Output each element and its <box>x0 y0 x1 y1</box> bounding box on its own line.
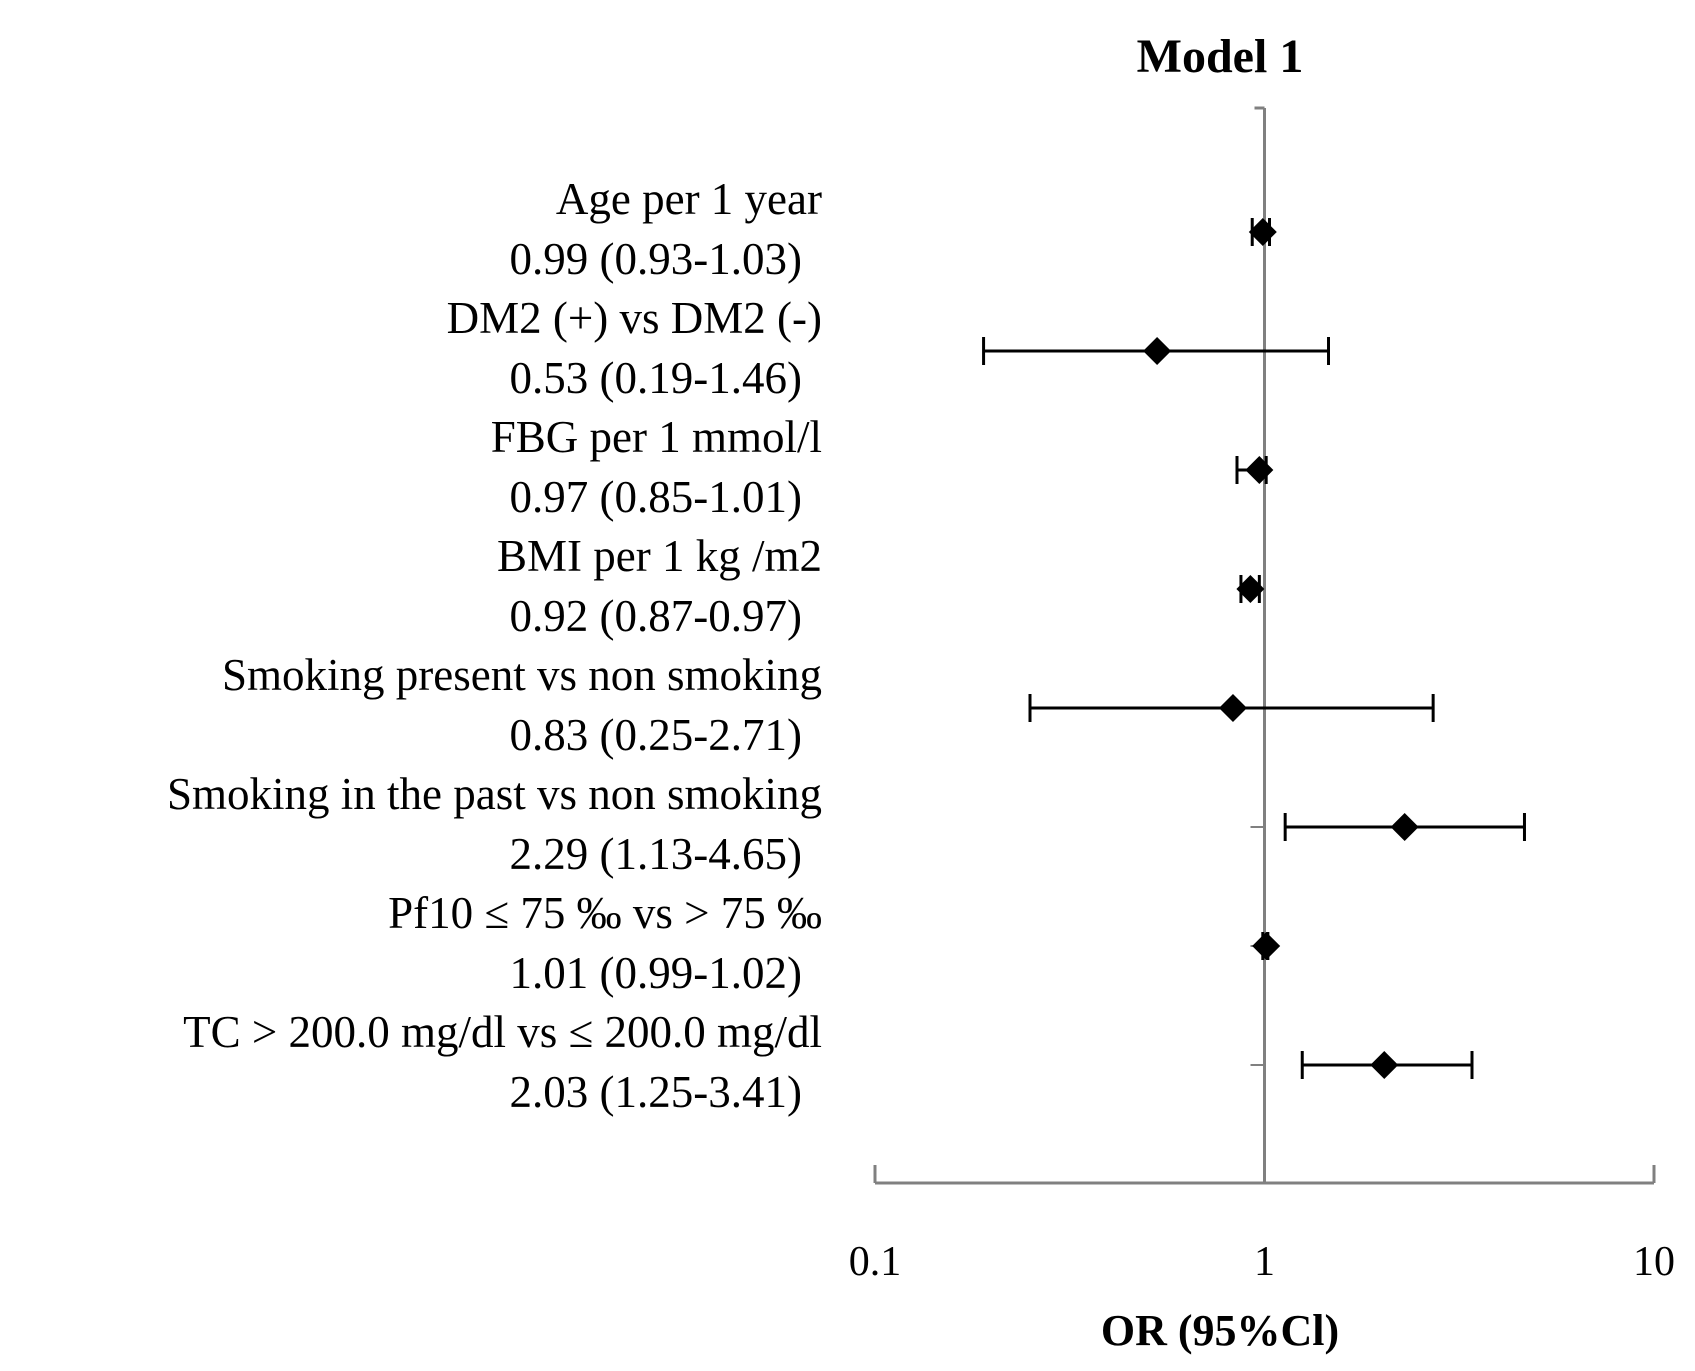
row-label: BMI per 1 kg /m2 <box>497 531 822 581</box>
x-tick-label: 0.1 <box>849 1239 902 1285</box>
row-estimate-text: 0.83 (0.25-2.71) <box>510 710 802 760</box>
row-labels: Age per 1 year 0.99 (0.93-1.03) DM2 (+) vs… <box>167 174 822 1117</box>
row-label: DM2 (+) vs DM2 (-) <box>447 293 822 343</box>
axes: 0.1 1 10 <box>849 106 1675 1285</box>
row-estimate-text: 2.03 (1.25-3.41) <box>510 1067 802 1117</box>
row-estimate-text: 0.92 (0.87-0.97) <box>510 591 802 641</box>
or-point <box>1390 813 1419 841</box>
or-point <box>1248 218 1277 246</box>
row-label: FBG per 1 mmol/l <box>491 412 822 462</box>
or-point <box>1143 337 1172 365</box>
x-tick-label: 1 <box>1254 1239 1275 1285</box>
data-marks <box>982 218 1526 1079</box>
row-estimate-text: 2.29 (1.13-4.65) <box>510 829 802 879</box>
or-point <box>1245 456 1274 484</box>
row-estimate-text: 1.01 (0.99-1.02) <box>510 948 802 998</box>
x-tick-label: 10 <box>1633 1239 1675 1285</box>
row-label: Pf10 ≤ 75 ‰ vs > 75 ‰ <box>388 888 822 938</box>
chart-title: Model 1 <box>1137 30 1304 83</box>
or-point <box>1218 694 1247 722</box>
row-label: Smoking present vs non smoking <box>222 650 822 700</box>
row-label: Smoking in the past vs non smoking <box>167 769 822 819</box>
row-estimate-text: 0.53 (0.19-1.46) <box>510 353 802 403</box>
row-estimate-text: 0.97 (0.85-1.01) <box>510 472 802 522</box>
row-label: Age per 1 year <box>556 174 822 224</box>
x-axis-label: OR (95%Cl) <box>1101 1306 1339 1355</box>
row-estimate-text: 0.99 (0.93-1.03) <box>510 234 802 284</box>
or-point <box>1370 1051 1399 1079</box>
or-point <box>1252 932 1281 960</box>
or-point <box>1236 575 1265 603</box>
row-label: TC > 200.0 mg/dl vs ≤ 200.0 mg/dl <box>183 1007 822 1057</box>
